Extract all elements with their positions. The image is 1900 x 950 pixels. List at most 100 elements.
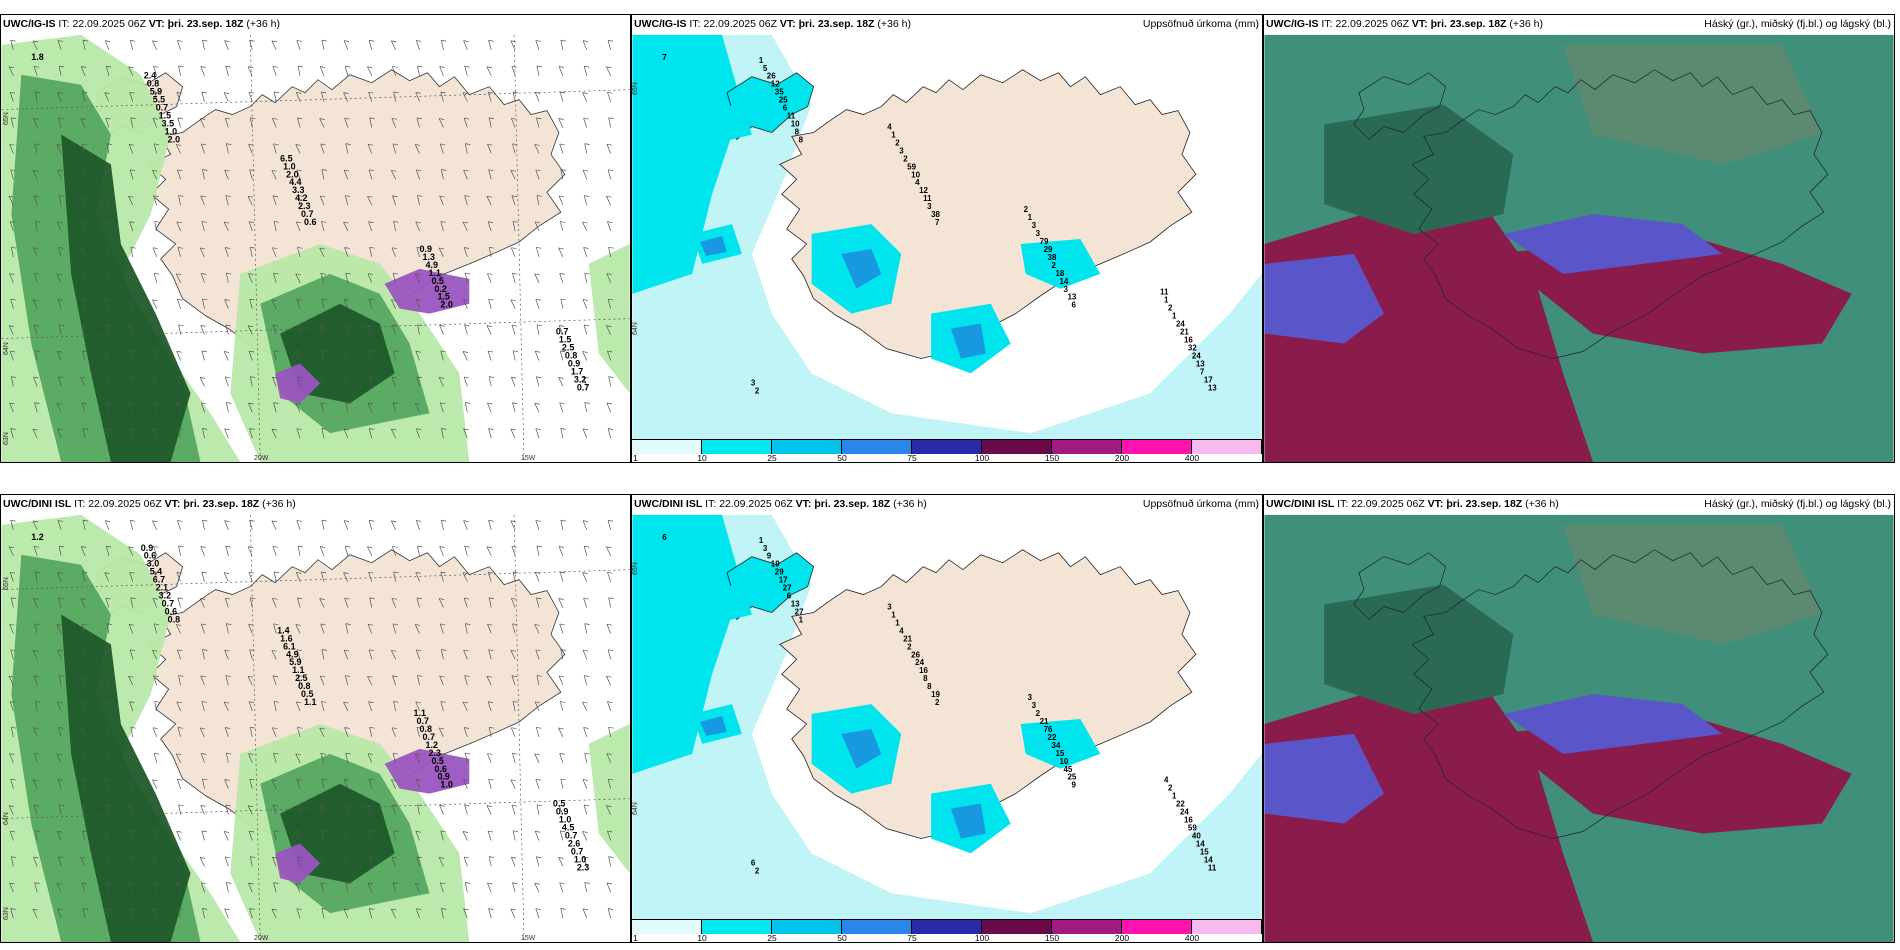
wind-barb-flag — [129, 701, 135, 703]
wind-barb-flag — [106, 804, 112, 807]
wind-barb-flag — [465, 272, 471, 275]
colorbar-tick-label: 1 — [633, 453, 638, 463]
wind-barb-flag — [463, 779, 469, 781]
colorbar-tick-label: 10 — [697, 933, 707, 943]
wind-barb — [177, 727, 181, 738]
wind-barb — [392, 623, 396, 634]
valid-time: þri. 23.sep. 18Z — [814, 498, 891, 510]
lon-label-20: 20W — [254, 455, 269, 462]
model-name: UWC/DINI ISL — [634, 498, 703, 510]
graticule-line — [249, 34, 261, 462]
wind-barb — [295, 351, 301, 361]
wind-barb-flag — [105, 117, 111, 120]
wind-barb — [9, 624, 14, 634]
wind-barb-flag — [154, 700, 160, 703]
wind-barb-flag — [440, 350, 446, 353]
wind-barb-flag — [534, 624, 540, 626]
wind-barb — [295, 624, 301, 634]
wind-barb-flag — [582, 92, 588, 94]
wind-barb — [82, 571, 86, 582]
wind-barb — [200, 546, 205, 556]
wind-barb-flag — [607, 830, 613, 833]
wind-barb-flag — [200, 546, 206, 548]
wind-barb — [487, 624, 492, 634]
wind-barb-flag — [176, 830, 182, 833]
wind-barb — [560, 778, 564, 789]
graticule-line — [1, 569, 630, 590]
wind-barb-flag — [152, 856, 158, 859]
wind-barb — [175, 144, 181, 154]
wind-barb — [33, 727, 38, 738]
wind-barb-flag — [392, 623, 399, 626]
wind-barb-flag — [416, 40, 422, 42]
wind-barb-flag — [415, 221, 421, 224]
value-label: 1.5 — [437, 292, 449, 302]
value-label: 0.9 — [420, 244, 432, 254]
wind-barb — [559, 830, 564, 841]
wind-barb-flag — [464, 804, 470, 807]
wind-barb — [534, 221, 540, 232]
value-label: 10 — [791, 120, 800, 129]
wind-barb — [249, 169, 253, 180]
wind-barb — [463, 299, 468, 309]
wind-barb-flag — [369, 519, 375, 522]
wind-barb — [58, 376, 62, 387]
wind-barb-flag — [82, 91, 88, 94]
value-label: 2 — [755, 386, 760, 395]
wind-barb-flag — [321, 649, 327, 651]
wind-barb-flag — [559, 273, 565, 275]
wind-barb — [367, 66, 373, 76]
wind-barb — [583, 324, 588, 335]
wind-barb-flag — [607, 428, 614, 430]
wind-barb-flag — [560, 830, 566, 833]
wind-barb-flag — [464, 597, 470, 600]
wind-barb-flag — [320, 66, 326, 68]
wind-barb — [368, 350, 373, 361]
wind-barb-flag — [272, 117, 278, 120]
wind-barb — [320, 143, 325, 154]
wind-barb — [295, 701, 301, 712]
wind-barb — [607, 298, 612, 309]
wind-barb — [297, 247, 301, 258]
wind-barb-flag — [152, 649, 158, 652]
wind-barb-flag — [296, 350, 302, 353]
value-label: 3.5 — [162, 119, 174, 129]
wind-barb-flag — [512, 91, 519, 94]
wind-barb-flag — [560, 701, 566, 703]
wind-barb — [105, 597, 110, 608]
high-cloud-area — [1563, 524, 1822, 645]
wind-barb — [80, 675, 86, 686]
wind-barb — [343, 221, 349, 232]
wind-barb-flag — [32, 908, 38, 911]
wind-barb — [296, 428, 301, 439]
wind-barb — [392, 325, 396, 335]
wind-barb — [225, 623, 229, 634]
wind-barb — [32, 779, 38, 789]
wind-barb — [582, 701, 588, 712]
wind-barb — [224, 247, 229, 258]
wind-barb-flag — [343, 92, 349, 94]
wind-barb — [536, 195, 540, 206]
wind-barb — [223, 572, 229, 582]
wind-barb-flag — [487, 91, 494, 94]
wind-barb — [273, 273, 277, 283]
wind-barb — [464, 546, 468, 556]
wind-barb — [463, 520, 468, 530]
wind-barb — [583, 597, 588, 608]
wind-barb — [368, 572, 373, 582]
wind-barb-flag — [249, 169, 255, 172]
wind-barb-flag — [535, 92, 541, 94]
wind-barb — [81, 402, 86, 413]
wind-barb — [439, 623, 444, 634]
wind-barb — [33, 195, 38, 206]
wind-barb — [273, 753, 277, 763]
wind-barb — [273, 402, 277, 413]
wind-barb-flag — [511, 247, 517, 250]
wind-barb-flag — [606, 546, 612, 549]
wind-barb — [271, 908, 277, 919]
wind-barb-flag — [535, 40, 541, 42]
wind-barb — [57, 572, 62, 582]
value-label: 22 — [1176, 800, 1185, 809]
wind-barb — [319, 325, 325, 335]
colorbar: 1 10 25 50 75 100 150 200 400 — [632, 439, 1262, 462]
